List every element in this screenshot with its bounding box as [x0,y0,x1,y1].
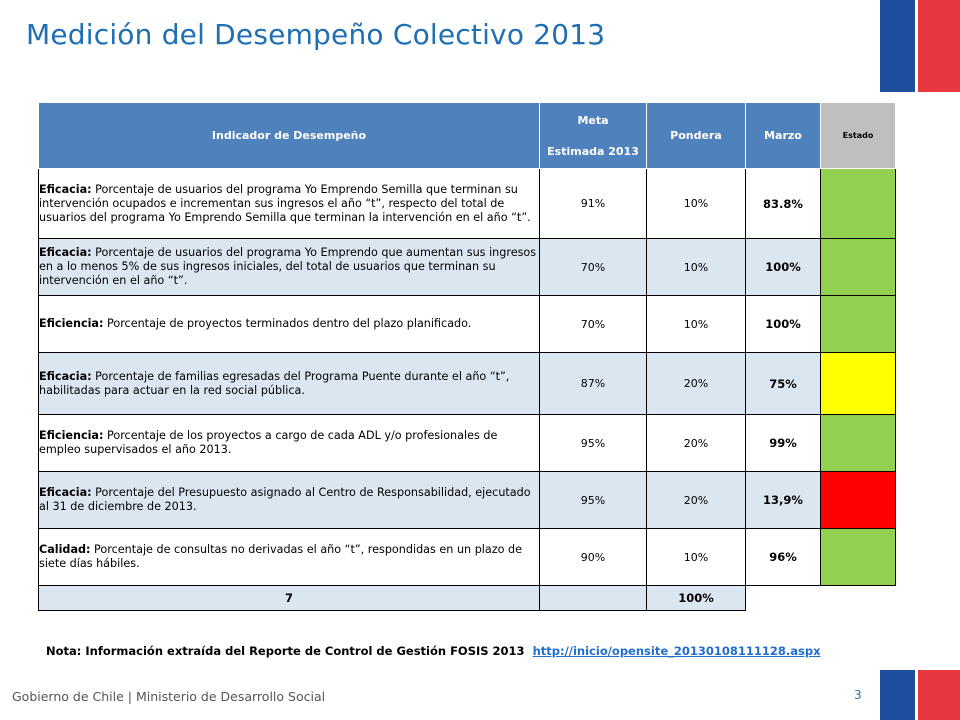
pondera-cell: 10% [646,238,746,296]
indicator-type: Eficacia: [39,246,92,259]
indicator-cell: Eficacia: Porcentaje del Presupuesto asi… [38,471,540,529]
header-estado: Estado [820,102,896,169]
indicator-cell: Eficiencia: Porcentaje de proyectos term… [38,295,540,353]
pondera-cell: 10% [646,295,746,353]
indicator-cell: Eficacia: Porcentaje de usuarios del pro… [38,238,540,296]
note-link[interactable]: http://inicio/opensite_20130108111128.as… [532,644,821,658]
meta-cell: 91% [539,168,647,239]
pondera-cell: 20% [646,471,746,529]
total-blank [539,585,647,611]
table-row: Eficacia: Porcentaje de usuarios del pro… [38,168,896,239]
marzo-cell: 100% [745,238,821,296]
indicator-type: Calidad: [39,543,91,556]
pondera-cell: 10% [646,528,746,586]
header-meta: Meta Estimada 2013 [539,102,647,169]
estado-indicator [820,471,896,529]
indicator-text: Porcentaje de proyectos terminados dentr… [103,317,472,330]
performance-table: Indicador de Desempeño Meta Estimada 201… [38,102,896,611]
indicator-cell: Calidad: Porcentaje de consultas no deri… [38,528,540,586]
estado-indicator [820,238,896,296]
marzo-cell: 100% [745,295,821,353]
meta-cell: 95% [539,471,647,529]
marzo-cell: 13,9% [745,471,821,529]
note-text: Nota: Información extraída del Reporte d… [46,644,525,658]
indicator-text: Porcentaje de los proyectos a cargo de c… [39,429,498,456]
flag-blue-stripe [880,670,915,720]
header-pondera: Pondera [646,102,746,169]
pondera-cell: 10% [646,168,746,239]
indicator-cell: Eficacia: Porcentaje de familias egresad… [38,352,540,415]
table-row: Eficacia: Porcentaje del Presupuesto asi… [38,471,896,529]
estado-indicator [820,168,896,239]
indicator-text: Porcentaje de usuarios del programa Yo E… [39,182,531,224]
indicator-text: Porcentaje de familias egresadas del Pro… [39,369,510,397]
total-count: 7 [38,585,540,611]
estado-indicator [820,528,896,586]
indicator-type: Eficacia: [39,369,92,383]
indicator-text: Porcentaje de usuarios del programa Yo E… [39,246,537,287]
flag-blue-stripe [880,0,915,92]
footer-text: Gobierno de Chile | Ministerio de Desarr… [12,689,326,704]
meta-cell: 70% [539,295,647,353]
meta-cell: 90% [539,528,647,586]
indicator-type: Eficacia: [39,486,92,499]
header-indicador: Indicador de Desempeño [38,102,540,169]
indicator-text: Porcentaje del Presupuesto asignado al C… [39,486,531,513]
pondera-cell: 20% [646,352,746,415]
page-title: Medición del Desempeño Colectivo 2013 [26,18,606,51]
flag-red-stripe [918,0,960,92]
header-marzo: Marzo [745,102,821,169]
indicator-cell: Eficacia: Porcentaje de usuarios del pro… [38,168,540,239]
table-row: Eficacia: Porcentaje de usuarios del pro… [38,238,896,296]
total-pondera: 100% [646,585,746,611]
table-row: Eficiencia: Porcentaje de los proyectos … [38,414,896,472]
marzo-cell: 96% [745,528,821,586]
marzo-cell: 99% [745,414,821,472]
chile-flag-logo [880,0,960,92]
indicator-type: Eficiencia: [39,429,104,442]
indicator-type: Eficiencia: [39,317,104,330]
indicator-cell: Eficiencia: Porcentaje de los proyectos … [38,414,540,472]
meta-cell: 87% [539,352,647,415]
marzo-cell: 75% [745,352,821,415]
flag-red-stripe [918,670,960,720]
indicator-text: Porcentaje de consultas no derivadas el … [39,543,523,570]
indicator-type: Eficacia: [39,182,92,196]
table-row: Eficiencia: Porcentaje de proyectos term… [38,295,896,353]
estado-indicator [820,414,896,472]
chile-flag-logo-bottom [880,670,960,720]
estado-indicator [820,352,896,415]
meta-cell: 70% [539,238,647,296]
note: Nota: Información extraída del Reporte d… [46,644,821,658]
meta-cell: 95% [539,414,647,472]
table-row: Eficacia: Porcentaje de familias egresad… [38,352,896,415]
pondera-cell: 20% [646,414,746,472]
estado-indicator [820,295,896,353]
marzo-cell: 83.8% [745,168,821,239]
table-row: Calidad: Porcentaje de consultas no deri… [38,528,896,586]
page-number: 3 [854,688,862,702]
